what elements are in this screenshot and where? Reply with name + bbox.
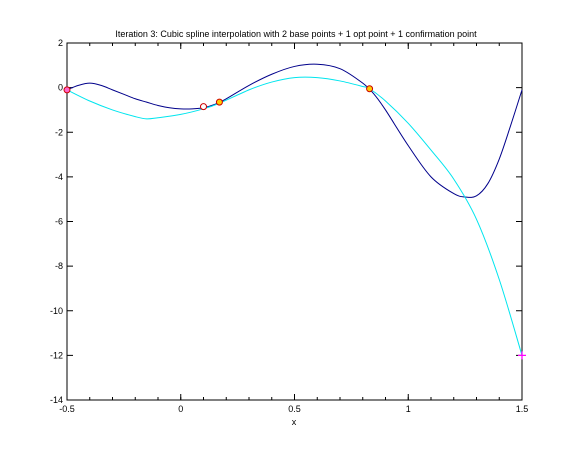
y-tick-label: -4 <box>55 172 63 182</box>
lines <box>66 63 523 356</box>
y-tick-label: -2 <box>55 127 63 137</box>
y-tick-label: -10 <box>50 306 63 316</box>
plot-frame <box>66 42 523 401</box>
data-marker <box>366 85 374 93</box>
y-tick-label: 2 <box>58 38 63 48</box>
x-tick-label: 0.5 <box>288 404 301 414</box>
data-marker <box>215 98 223 106</box>
y-tick-label: 0 <box>58 83 63 93</box>
x-tick-label: -0.5 <box>59 404 75 414</box>
y-tick-label: -6 <box>55 217 63 227</box>
markers <box>63 85 526 360</box>
x-tick-label: 1.5 <box>516 404 529 414</box>
ticks: -0.5 0 0.5 1 1.5 -14 -12 -10 -8 -6 -4 -2 0 2 <box>50 38 528 414</box>
y-tick-label: -12 <box>50 350 63 360</box>
chart-title: Iteration 3: Cubic spline interpolation … <box>115 29 477 39</box>
y-tick-label: -8 <box>55 261 63 271</box>
y-tick-label: -14 <box>50 395 63 405</box>
data-marker <box>200 103 207 111</box>
data-marker <box>518 351 526 360</box>
x-axis-label: x <box>292 417 297 427</box>
x-tick-label: 1 <box>406 404 411 414</box>
data-marker <box>63 86 71 94</box>
series-line-2 <box>66 76 523 356</box>
x-tick-label: 0 <box>178 404 183 414</box>
